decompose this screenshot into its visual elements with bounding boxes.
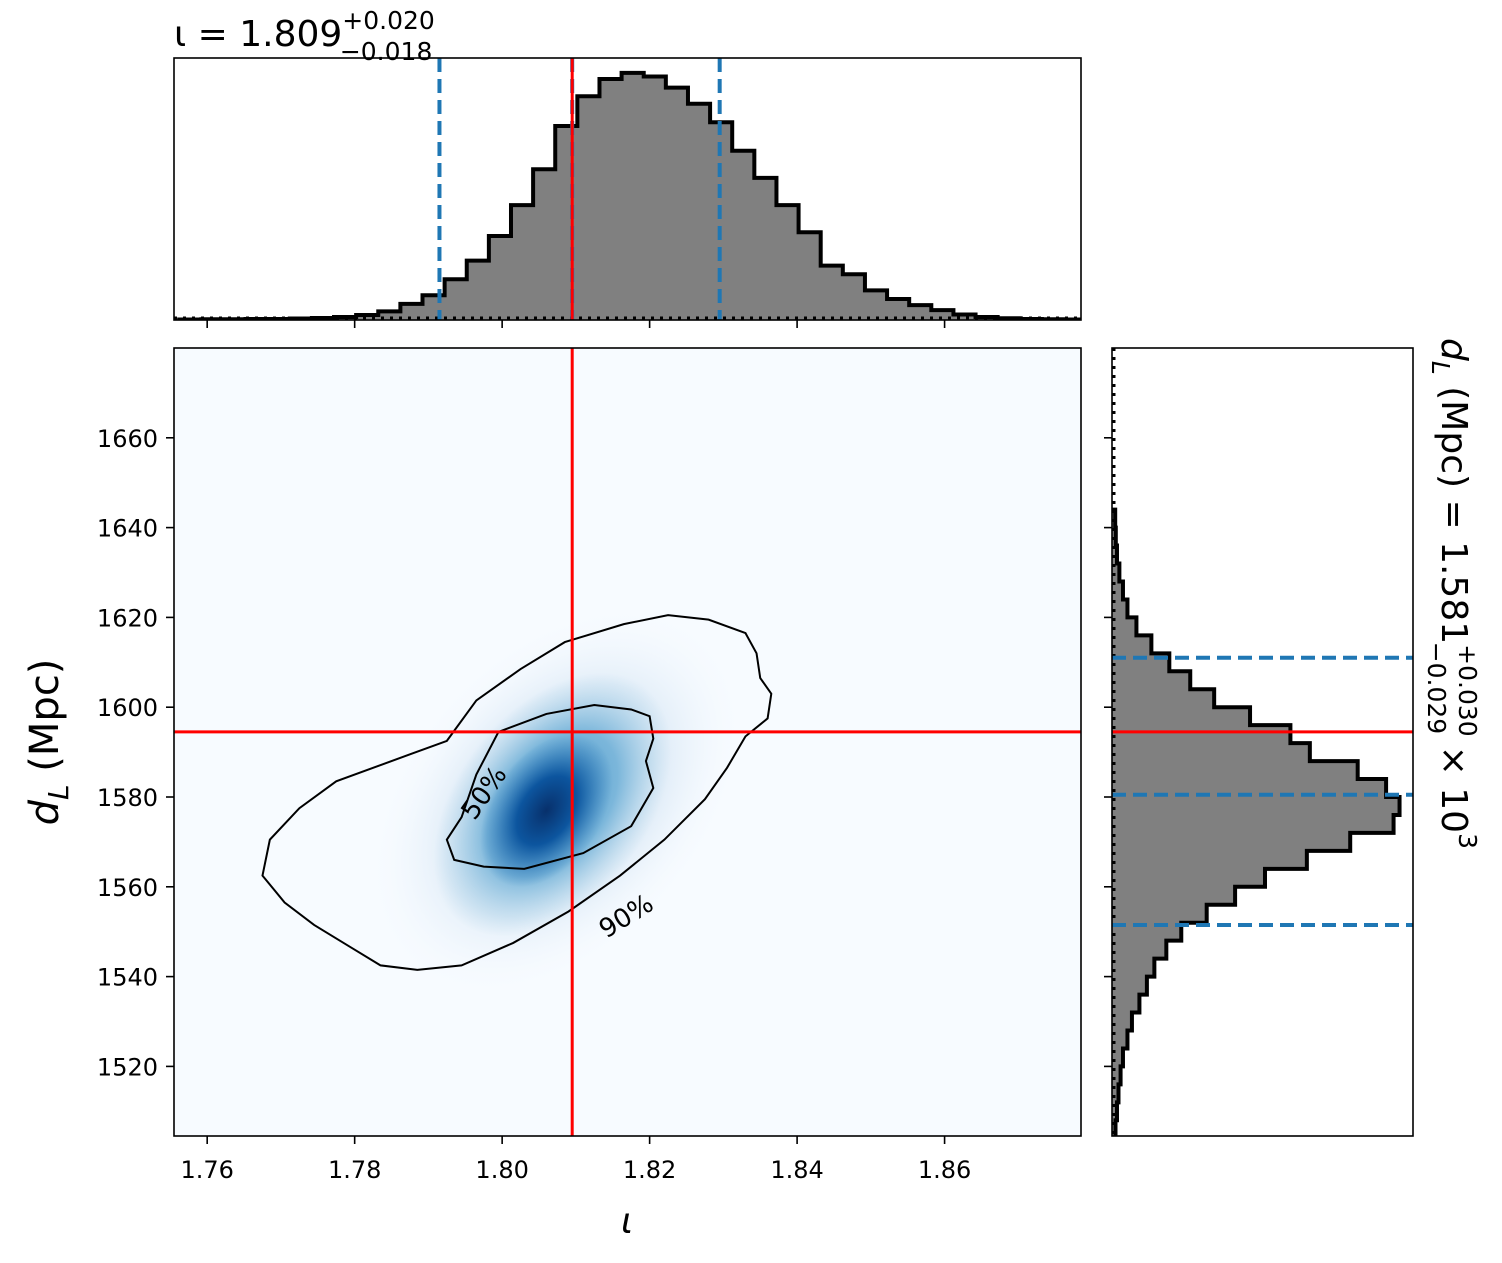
x-tick-label-1: 1.78 [328, 1156, 381, 1184]
iota-histogram-fill [179, 72, 1081, 320]
y-tick-label-1: 1540 [97, 964, 158, 992]
dL-histogram-panel: dL (Mpc) = 1.581+0.030−0.029 × 103 [1104, 338, 1482, 1137]
iota-title: ι = 1.809+0.020 −0.018 [174, 6, 435, 66]
y-tick-label-7: 1660 [97, 425, 158, 453]
y-axis-label: dL (Mpc) [22, 659, 75, 826]
x-tick-label-4: 1.84 [770, 1156, 823, 1184]
y-tick-label-6: 1640 [97, 515, 158, 543]
x-tick-label-5: 1.86 [918, 1156, 971, 1184]
y-tick-label-3: 1580 [97, 784, 158, 812]
x-tick-label-3: 1.82 [623, 1156, 676, 1184]
joint-posterior-frame [173, 347, 1082, 1137]
dL-histogram-fill [1112, 509, 1400, 1136]
joint-posterior-panel: 50%90% 1.76 1.78 1.80 1.82 1.84 1.86 15201540… [22, 347, 1082, 1242]
x-axis-label: ι [621, 1201, 633, 1242]
iota-histogram-panel: ι = 1.809+0.020 −0.018 [173, 6, 1082, 328]
contour-90-percent [261, 614, 773, 971]
y-tick-label-0: 1520 [97, 1053, 158, 1081]
y-tick-label-5: 1620 [97, 604, 158, 632]
heatmap-core-density [480, 734, 613, 887]
x-tick-label-2: 1.80 [475, 1156, 528, 1184]
dL-histogram-frame [1111, 347, 1414, 1137]
iota-histogram-frame [173, 57, 1082, 321]
dL-title: dL (Mpc) = 1.581+0.030−0.029 × 103 [1422, 338, 1482, 849]
y-tick-label-4: 1600 [97, 694, 158, 722]
contour-50-percent [445, 703, 655, 870]
x-tick-label-0: 1.76 [180, 1156, 233, 1184]
dL-histogram-outline [1112, 507, 1402, 1136]
y-tick-label-2: 1560 [97, 874, 158, 902]
